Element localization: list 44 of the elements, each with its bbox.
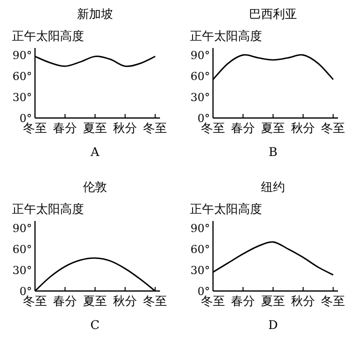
y-tick-label: 30° (12, 91, 32, 104)
x-tick-label: 春分 (53, 294, 78, 308)
y-tick-label: 30° (190, 91, 210, 104)
y-tick-label: 60° (190, 243, 210, 256)
text: D (268, 318, 278, 332)
x-tick-label: 秋分 (113, 294, 138, 308)
y-tick-label: 90° (12, 222, 32, 235)
x-tick-label: 夏至 (261, 121, 286, 135)
chart-title: 伦敦 (83, 180, 107, 194)
y-tick-label: 30° (12, 264, 32, 277)
y-tick-label: 60° (12, 70, 32, 83)
text: C (90, 318, 100, 332)
y-tick-label: 90° (190, 222, 210, 235)
x-tick-label: 秋分 (113, 121, 138, 135)
x-tick-label: 冬至 (23, 294, 47, 308)
x-tick-label: 冬至 (143, 294, 168, 308)
x-tick-label: 夏至 (83, 294, 108, 308)
y-tick-label: 90° (190, 49, 210, 62)
chart-title: 纽约 (261, 180, 285, 194)
x-tick-label: 冬至 (201, 121, 225, 135)
x-tick-label: 冬至 (201, 294, 225, 308)
x-tick-label: 春分 (53, 121, 78, 135)
x-tick-label: 冬至 (143, 121, 168, 135)
y-axis-title: 正午太阳高度 (190, 202, 262, 216)
y-tick-label: 60° (12, 243, 32, 256)
x-tick-label: 夏至 (83, 121, 108, 135)
y-tick-label: 30° (190, 264, 210, 277)
y-axis-title: 正午太阳高度 (190, 29, 262, 43)
x-tick-label: 春分 (231, 294, 256, 308)
y-axis-title: 正午太阳高度 (12, 202, 84, 216)
chart-title: 新加坡 (77, 7, 113, 21)
text: A (90, 145, 100, 159)
text: B (268, 145, 278, 159)
x-tick-label: 秋分 (291, 294, 316, 308)
x-tick-label: 春分 (231, 121, 256, 135)
y-axis-title: 正午太阳高度 (12, 29, 84, 43)
x-tick-label: 冬至 (321, 294, 346, 308)
x-tick-label: 冬至 (321, 121, 346, 135)
chart-title: 巴西利亚 (249, 7, 297, 21)
y-tick-label: 60° (190, 70, 210, 83)
x-tick-label: 冬至 (23, 121, 47, 135)
x-tick-label: 夏至 (261, 294, 286, 308)
x-tick-label: 秋分 (291, 121, 316, 135)
y-tick-label: 90° (12, 49, 32, 62)
